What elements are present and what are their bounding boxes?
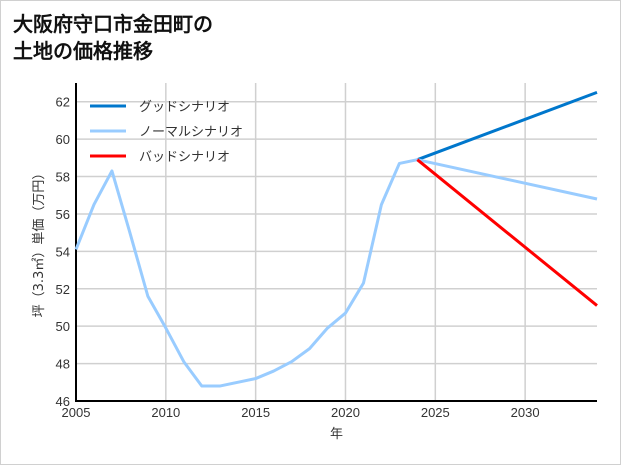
x-tick-label: 2020 — [331, 405, 360, 420]
y-tick-label: 58 — [56, 170, 70, 185]
legend-label-2: バッドシナリオ — [139, 150, 230, 165]
series-line-2 — [416, 158, 598, 307]
y-tick-label: 52 — [56, 282, 70, 297]
y-tick-label: 54 — [56, 244, 70, 259]
y-axis-label: 坪（3.3㎡）単価（万円） — [31, 167, 47, 318]
y-tick-label: 62 — [56, 95, 70, 110]
y-tick-label: 56 — [56, 207, 70, 222]
chart-title: 大阪府守口市金田町の 土地の価格推移 — [13, 12, 213, 63]
y-tick-label: 48 — [56, 357, 70, 372]
series-line-0 — [416, 90, 598, 162]
legend-label-1: ノーマルシナリオ — [139, 125, 243, 140]
x-axis-label: 年 — [330, 427, 343, 442]
legend-label-0: グッドシナリオ — [139, 100, 230, 115]
x-tick-label: 2025 — [421, 405, 450, 420]
x-tick-label: 2005 — [62, 405, 91, 420]
x-tick-label: 2010 — [151, 405, 180, 420]
series-line-1 — [74, 158, 598, 388]
x-tick-label: 2030 — [511, 405, 540, 420]
y-tick-label: 46 — [56, 394, 70, 409]
y-tick-label: 60 — [56, 132, 70, 147]
x-tick-label: 2015 — [241, 405, 270, 420]
y-tick-label: 50 — [56, 319, 70, 334]
